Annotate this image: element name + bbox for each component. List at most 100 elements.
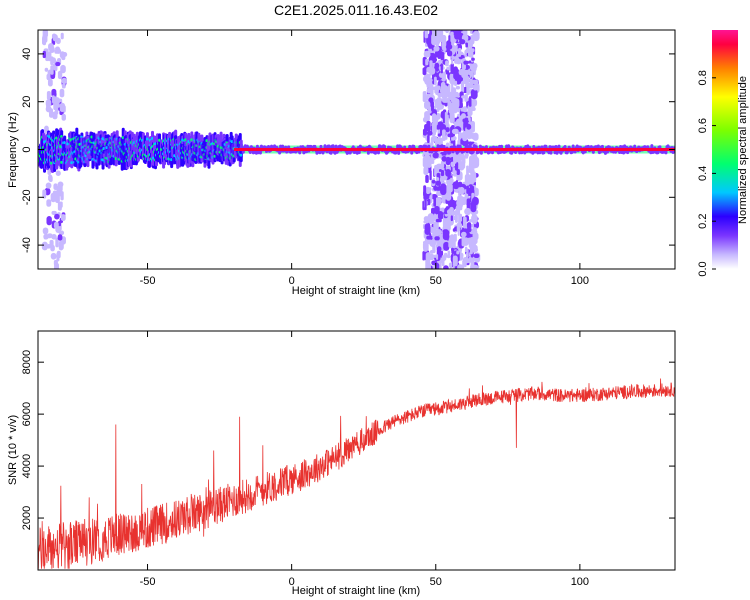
heatmap-cell xyxy=(60,32,64,40)
heatmap-cell xyxy=(43,140,46,144)
heatmap-cell xyxy=(440,183,447,196)
heatmap-cell xyxy=(458,186,465,195)
heatmap-cell xyxy=(425,58,429,66)
heatmap-cell xyxy=(460,197,467,201)
heatmap-cell xyxy=(470,257,475,269)
y-tick-label: 6000 xyxy=(21,402,33,426)
heatmap-cell xyxy=(472,77,476,81)
heatmap-cell xyxy=(423,185,427,195)
snr-frame xyxy=(37,330,676,571)
heatmap-cell xyxy=(53,259,58,266)
heatmap-cell xyxy=(426,235,433,240)
heatmap-cell xyxy=(45,182,52,189)
x-tick-label: -50 xyxy=(140,275,156,287)
heatmap-cell xyxy=(49,108,54,117)
heatmap-cell xyxy=(154,142,157,146)
heatmap-cell xyxy=(445,189,452,201)
heatmap-cell xyxy=(445,44,453,50)
heatmap-cell xyxy=(445,168,451,177)
heatmap-cell xyxy=(448,84,451,96)
heatmap-cell xyxy=(461,235,466,247)
heatmap-cell xyxy=(460,30,463,32)
snr-series-line xyxy=(38,378,675,569)
heatmap-cell xyxy=(445,156,451,166)
heatmap-cell xyxy=(101,137,105,141)
heatmap-cell xyxy=(184,138,187,142)
heatmap-cell xyxy=(468,68,471,74)
colorbar-tick-label: 0.4 xyxy=(697,166,709,181)
heatmap-cell xyxy=(466,198,471,211)
heatmap-cell xyxy=(170,158,173,162)
heatmap-cell xyxy=(431,113,437,123)
colorbar-gradient xyxy=(712,30,738,269)
heatmap-cell xyxy=(468,114,471,122)
heatmap-cell xyxy=(70,161,73,165)
heatmap-cell xyxy=(463,216,467,229)
heatmap-cell xyxy=(46,216,52,226)
heatmap-cell xyxy=(452,255,458,267)
heatmap-cell xyxy=(473,232,479,241)
heatmap-cell xyxy=(158,138,161,142)
heatmap-cell xyxy=(466,227,472,233)
heatmap-cell xyxy=(427,188,431,193)
heatmap-cell xyxy=(61,54,66,61)
heatmap-cell xyxy=(422,90,427,103)
heatmap-cell xyxy=(461,113,466,119)
heatmap-cell xyxy=(456,199,463,207)
heatmap-cell xyxy=(458,181,463,188)
heatmap-cell xyxy=(423,216,429,222)
heatmap-cell xyxy=(460,81,465,93)
carrier-line xyxy=(234,148,675,151)
heatmap-cell xyxy=(464,207,472,216)
colorbar: 0.0 0.2 0.4 0.6 0.8 Normalized spectral ampl… xyxy=(697,30,749,277)
heatmap-cell xyxy=(53,221,59,229)
heatmap-cell xyxy=(58,224,62,231)
spectrogram-y-label: Frequency (Hz) xyxy=(7,112,19,188)
heatmap-cell xyxy=(436,254,439,260)
heatmap-cell xyxy=(471,98,478,107)
heatmap-cell xyxy=(46,199,52,207)
heatmap-cell xyxy=(437,30,443,38)
heatmap-cell xyxy=(329,149,333,155)
heatmap-cell xyxy=(425,252,431,262)
heatmap-cell xyxy=(442,129,446,141)
heatmap-cell xyxy=(55,136,58,140)
colorbar-ticks: 0.0 0.2 0.4 0.6 0.8 xyxy=(697,70,716,277)
heatmap-cell xyxy=(455,85,461,90)
heatmap-cell xyxy=(424,198,427,211)
heatmap-cell xyxy=(451,248,455,254)
heatmap-cell xyxy=(453,155,457,164)
heatmap-cell xyxy=(439,138,443,146)
heatmap-cell xyxy=(438,153,442,158)
heatmap-cell xyxy=(435,228,443,236)
heatmap-cell xyxy=(432,53,437,64)
heatmap-cell xyxy=(51,88,57,98)
heatmap-cell xyxy=(448,35,451,43)
heatmap-cell xyxy=(462,75,470,85)
y-tick-label: 8000 xyxy=(21,350,33,374)
heatmap-cell xyxy=(434,197,442,207)
heatmap-cell xyxy=(42,189,47,199)
colorbar-tick-label: 0.2 xyxy=(697,214,709,229)
heatmap-cell xyxy=(424,110,430,122)
heatmap-cell xyxy=(441,255,445,267)
colorbar-label: Normalized spectral amplitude xyxy=(737,76,749,224)
heatmap-cell xyxy=(460,132,468,139)
heatmap-cell xyxy=(205,139,208,143)
heatmap-cell xyxy=(60,64,66,74)
heatmap-cell xyxy=(448,262,453,268)
heatmap-cell xyxy=(451,128,459,135)
heatmap-cell xyxy=(458,131,462,140)
heatmap-cell xyxy=(45,99,52,108)
heatmap-cell xyxy=(443,265,449,269)
heatmap-cell xyxy=(456,168,460,176)
heatmap-cell xyxy=(150,137,154,141)
heatmap-cell xyxy=(55,61,61,67)
heatmap-cell xyxy=(447,250,451,259)
heatmap-cell xyxy=(441,98,449,103)
y-tick-label: 40 xyxy=(21,48,33,60)
heatmap-cell xyxy=(56,250,61,259)
heatmap-cell xyxy=(462,158,466,169)
heatmap-cell xyxy=(434,76,437,86)
heatmap-cell xyxy=(422,67,427,76)
